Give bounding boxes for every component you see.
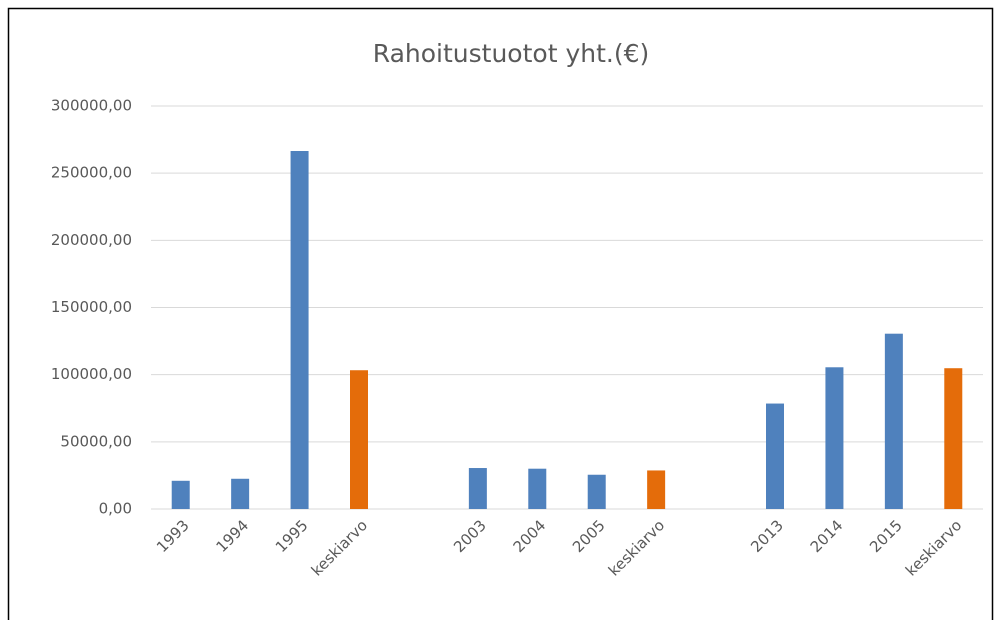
bar: [825, 367, 844, 509]
bar: [350, 370, 368, 509]
y-tick-label: 100000,00: [51, 365, 132, 383]
y-tick-label: 150000,00: [51, 298, 132, 316]
bar: [528, 468, 547, 509]
bar: [468, 468, 487, 509]
bar: [944, 368, 963, 509]
chart-title: Rahoitustuotot yht.(€): [373, 39, 650, 68]
bar: [231, 478, 250, 509]
bar: [171, 480, 190, 509]
bar: [766, 403, 784, 509]
bar: [647, 470, 666, 509]
y-tick-label: 250000,00: [51, 164, 132, 182]
y-tick-label: 50000,00: [60, 432, 132, 450]
bar: [587, 474, 606, 509]
bar: [884, 333, 903, 509]
chart-frame: [7, 7, 994, 620]
bar: [290, 151, 309, 510]
y-tick-label: 300000,00: [51, 97, 132, 115]
y-tick-label: 200000,00: [51, 231, 132, 249]
y-tick-label: 0,00: [99, 500, 132, 518]
